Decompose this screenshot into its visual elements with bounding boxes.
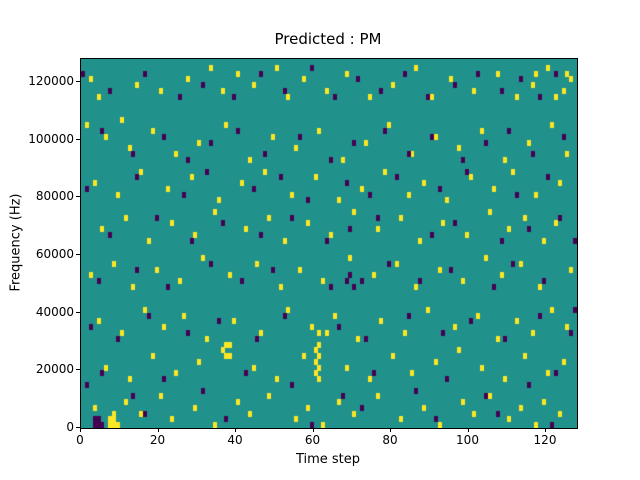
- x-tick-label: 60: [304, 433, 321, 447]
- x-tick-mark: [390, 428, 391, 432]
- x-axis-label: Time step: [295, 452, 361, 467]
- y-tick-mark: [76, 81, 80, 83]
- x-tick-label: 100: [456, 433, 479, 447]
- x-tick-mark: [235, 428, 236, 432]
- x-tick-label: 80: [382, 433, 398, 447]
- y-tick-mark: [76, 254, 80, 256]
- plot-area: [80, 58, 578, 429]
- y-tick-label: 60000: [35, 247, 74, 262]
- y-axis-label: Frequency (Hz): [8, 193, 24, 292]
- x-tick-mark: [80, 428, 81, 432]
- y-tick-label: 20000: [35, 362, 74, 377]
- x-tick-label: 20: [149, 433, 166, 447]
- y-tick-mark: [76, 196, 80, 198]
- x-tick-label: 120: [533, 433, 557, 447]
- y-tick-label: 120000: [28, 74, 74, 89]
- y-tick-label: 80000: [35, 189, 74, 204]
- heatmap-canvas: [81, 59, 577, 428]
- y-tick-mark: [76, 311, 80, 313]
- x-tick-mark: [312, 428, 314, 432]
- y-tick-label: 40000: [35, 304, 74, 319]
- y-tick-label: 0: [66, 420, 74, 434]
- chart-title: Predicted : PM: [274, 30, 382, 48]
- x-tick-mark: [157, 428, 159, 432]
- x-tick-mark: [467, 428, 469, 432]
- y-tick-label: 100000: [28, 131, 74, 146]
- y-tick-mark: [76, 369, 80, 371]
- x-tick-label: 40: [227, 433, 243, 447]
- x-tick-label: 0: [76, 433, 84, 447]
- y-tick-mark: [76, 427, 80, 428]
- y-tick-mark: [76, 138, 80, 140]
- x-tick-mark: [545, 428, 546, 432]
